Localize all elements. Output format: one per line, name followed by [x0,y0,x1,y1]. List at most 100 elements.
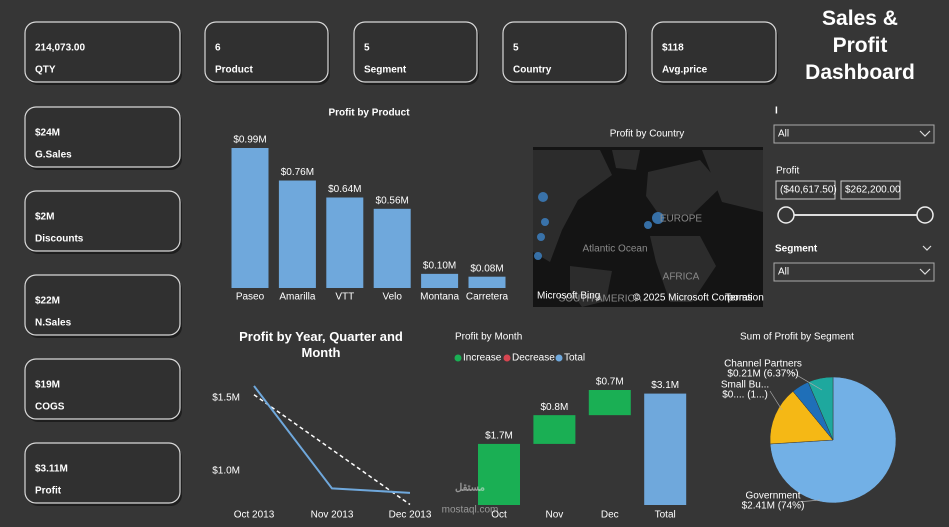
data-label: $0.08M [470,263,503,274]
chart-title: Profit by Country [610,129,684,140]
kpi-label: Avg.price [662,65,708,76]
map-copyright: © 2025 Microsoft Corporation [633,293,764,304]
map-label: SOUTH AMERICA [559,294,642,305]
bar [373,208,411,288]
range-min: ($40,617.50) [780,185,837,196]
range-input[interactable] [775,180,836,200]
kpi-label: COGS [35,402,65,413]
map-bubble[interactable] [534,252,542,260]
watermark: مستقل [455,483,485,494]
kpi-card [502,21,627,83]
legend-label: Decrease [512,353,555,364]
chart-title: Profit by Year, Quarter and Month [239,329,403,360]
map-bubble[interactable] [652,212,664,224]
kpi-label: Discounts [35,234,84,245]
dropdown[interactable] [773,124,935,144]
kpi-label: QTY [35,65,56,76]
map-attribution: Microsoft Bing [537,291,600,302]
pie-label: Government [745,491,800,502]
kpi-value: 6 [215,43,221,54]
data-label: $0.7M [596,377,624,388]
dashboard-title: Sales & Profit Dashboard [805,7,915,84]
kpi-label: Country [513,65,552,76]
x-tick-label: Nov [546,510,564,521]
waterfall-bar [588,390,631,416]
kpi-value: $118 [662,43,684,54]
slicer-chevron[interactable] [922,245,932,251]
map-bubble[interactable] [538,192,548,202]
map-label: Atlantic Ocean [582,244,647,255]
map-bubble[interactable] [537,233,545,241]
leader-line [787,369,823,391]
pie-value-label: $0.... (1...) [722,390,768,401]
data-label: $0.99M [233,135,266,146]
dropdown-value: All [778,267,789,278]
map-land [533,150,612,262]
kpi-card [651,21,777,83]
pie-slice [769,391,834,445]
slider-thumb[interactable] [916,206,934,224]
x-tick-label: Velo [382,292,402,303]
x-tick-label: Nov 2013 [311,510,354,521]
dropdown[interactable] [773,262,935,282]
trend-line [253,394,411,506]
kpi-card [24,442,181,504]
x-tick-label: Dec 2013 [389,510,432,521]
kpi-label: G.Sales [35,150,72,161]
chart-title: Sum of Profit by Segment [740,332,854,343]
map-land [650,236,716,302]
x-tick-label: Amarilla [279,292,316,303]
kpi-card [24,21,181,83]
kpi-card [24,190,181,252]
x-tick-label: VTT [335,292,354,303]
data-label: $0.8M [541,402,569,413]
x-tick-label: Dec [601,510,619,521]
legend-marker [555,354,563,362]
kpi-value: $22M [35,296,60,307]
map-land [702,150,763,212]
kpi-value: $2M [35,212,54,223]
kpi-value: $24M [35,128,60,139]
kpi-label: Product [215,65,253,76]
slider-thumb[interactable] [777,206,795,224]
x-tick-label: Paseo [236,292,265,303]
kpi-label: Segment [364,65,407,76]
data-label: $1.7M [485,431,513,442]
slicer-label: I [775,106,778,117]
data-label: $0.64M [328,184,361,195]
pie-value-label: $2.41M (74%) [742,501,805,512]
kpi-value: $3.11M [35,464,68,475]
data-label: $3.1M [651,380,679,391]
kpi-card [24,274,181,336]
map-bubble[interactable] [541,218,549,226]
data-label: $0.76M [281,167,314,178]
pie-label: Channel Partners [724,359,802,370]
map-land [646,160,722,216]
map-bubble[interactable] [644,221,652,229]
x-tick-label: Carretera [466,292,509,303]
range-input[interactable] [840,180,901,200]
waterfall-bar [533,415,576,444]
kpi-value: 214,073.00 [35,43,85,54]
x-tick-label: Total [655,510,676,521]
watermark: mostaql.com [442,505,499,516]
kpi-label: Profit [35,486,62,497]
x-tick-label: Oct [491,510,507,521]
pie-value-label: $0.21M (6.37%) [727,369,798,380]
legend-label: Total [564,353,585,364]
map-land [612,150,640,170]
data-label: $0.56M [376,195,409,206]
line [253,385,411,494]
data-label: $0.10M [423,260,456,271]
map-label: EUROPE [660,214,703,225]
filter-label: Profit [776,166,800,177]
map-label: AFRICA [663,272,700,283]
kpi-value: $19M [35,380,60,391]
bar [421,273,459,288]
kpi-value: 5 [364,43,370,54]
map-terms[interactable]: Terms [725,293,752,304]
chart-title: Profit by Month [455,332,522,343]
dropdown-chevron [919,130,931,137]
